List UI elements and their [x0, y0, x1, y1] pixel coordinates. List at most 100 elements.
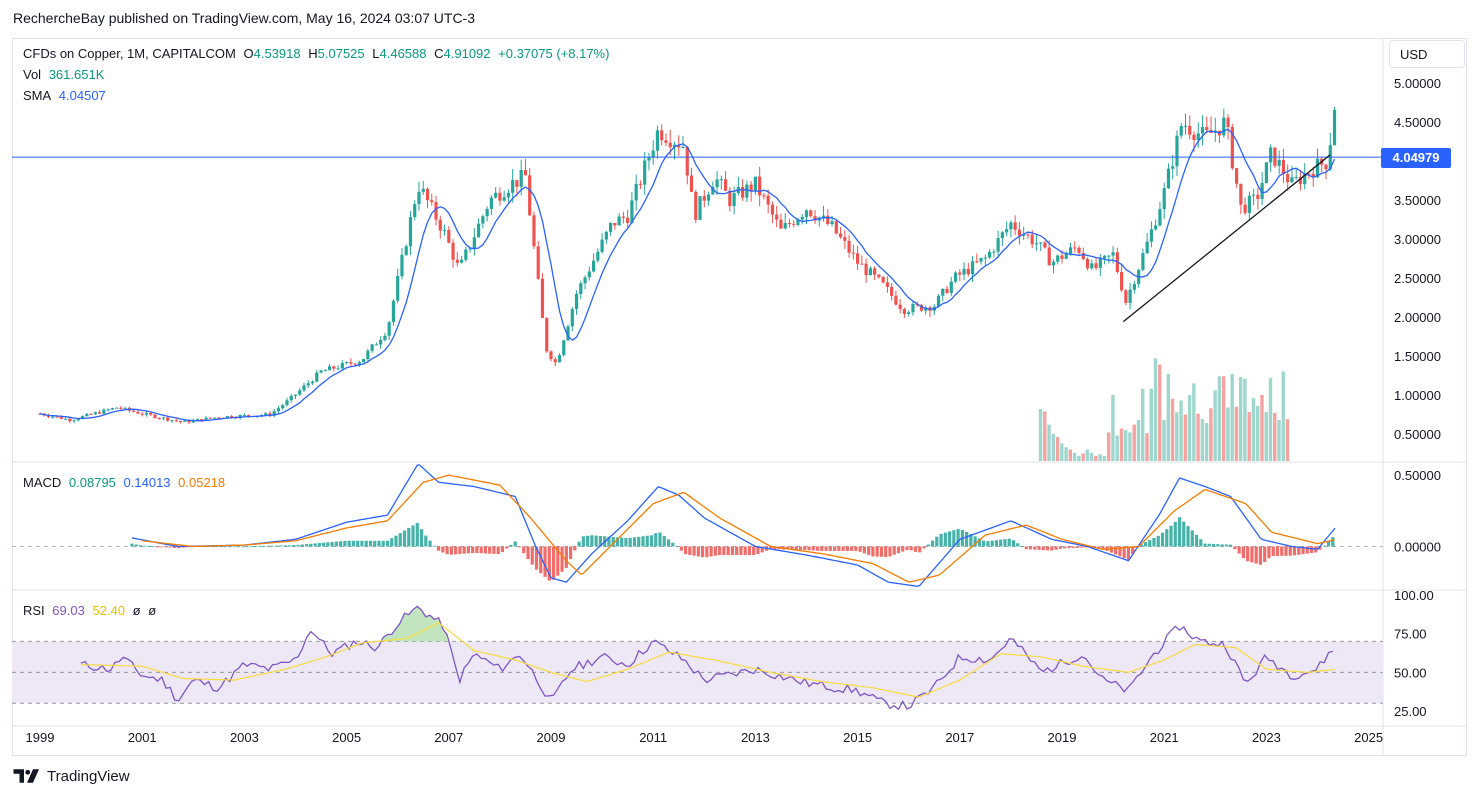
volume-bar — [1243, 378, 1247, 461]
macd-hist-bar — [1045, 546, 1050, 551]
macd-hist-bar — [428, 540, 432, 547]
macd-hist-bar — [1275, 546, 1280, 556]
macd-hist-bar — [211, 546, 215, 548]
macd-hist-bar — [360, 540, 364, 547]
candle-body — [775, 214, 779, 220]
macd-hist-bar — [1020, 546, 1024, 547]
sma-label: SMA — [23, 88, 52, 103]
macd-hist-bar — [1203, 543, 1207, 547]
candle-body — [225, 416, 229, 418]
macd-hist-bar — [411, 525, 415, 547]
macd-hist-bar — [999, 539, 1003, 547]
candle-body — [212, 417, 217, 419]
candle-body — [268, 413, 272, 416]
candle-body — [238, 415, 242, 418]
macd-hist-bar — [471, 546, 475, 554]
tradingview-footer[interactable]: TradingView — [13, 764, 130, 788]
candle-body — [1077, 247, 1081, 253]
macd-hist-bar — [577, 541, 581, 547]
candle-body — [894, 295, 898, 305]
tradingview-logo-icon — [13, 769, 39, 783]
candle-body — [647, 157, 651, 161]
macd-hist-bar — [820, 546, 824, 551]
macd-hist-bar — [534, 546, 539, 570]
candle-body — [1175, 135, 1179, 167]
macd-signal-line — [142, 474, 1335, 583]
open-value: 4.53918 — [253, 46, 301, 61]
candle-body — [374, 344, 379, 346]
macd-hist-bar — [1301, 546, 1305, 555]
macd-hist-bar — [862, 546, 867, 554]
candle-body — [204, 417, 208, 421]
candle-body — [881, 277, 885, 283]
macd-hist-bar — [1229, 544, 1233, 547]
candle-body — [468, 248, 472, 250]
rsi-ma-line — [80, 622, 1336, 698]
candle-body — [532, 215, 536, 247]
candle-body — [1102, 255, 1107, 259]
candle-body — [813, 216, 817, 221]
candle-body — [953, 272, 958, 282]
candle-body — [85, 413, 89, 417]
candle-body — [323, 370, 327, 372]
candle-body — [1030, 234, 1034, 245]
candle-body — [242, 414, 246, 416]
macd-hist-bar — [556, 546, 560, 576]
candle-body — [936, 295, 941, 307]
volume-bar — [1106, 432, 1111, 461]
volume-bar — [1247, 412, 1251, 461]
macd-hist-bar — [1122, 546, 1126, 559]
candle-body — [1051, 261, 1056, 266]
macd-hist-bar — [432, 545, 436, 547]
macd-hist-bar — [871, 546, 875, 557]
candle-body — [276, 408, 281, 412]
macd-hist-bar — [688, 546, 692, 555]
candle-body — [417, 191, 421, 205]
currency-button[interactable]: USD — [1389, 40, 1465, 68]
macd-hist-bar — [517, 546, 522, 548]
candle-body — [996, 238, 1000, 252]
macd-legend: MACD 0.08795 0.14013 0.05218 — [23, 475, 229, 490]
price-axis-tick: 5.00000 — [1394, 76, 1441, 91]
volume-bar — [1251, 398, 1256, 461]
macd-hist-bar — [283, 545, 287, 547]
macd-hist-bar — [828, 546, 832, 551]
candle-body — [200, 419, 204, 421]
macd-hist-bar — [930, 540, 935, 547]
macd-hist-bar — [530, 546, 534, 565]
macd-hist-bar — [1322, 545, 1326, 547]
candle-body — [1260, 183, 1264, 199]
macd-hist-bar — [275, 545, 279, 547]
macd-hist-bar — [270, 545, 275, 547]
macd-hist-bar — [718, 546, 722, 556]
volume-bar — [1192, 383, 1196, 461]
candle-body — [591, 260, 596, 272]
volume-bar — [1162, 419, 1166, 461]
candle-body — [792, 223, 796, 225]
volume-bar — [1187, 395, 1192, 461]
macd-hist-bar — [594, 535, 598, 547]
macd-hist-bar — [1033, 546, 1037, 550]
candle-body — [438, 219, 442, 231]
candle-body — [753, 176, 757, 192]
volume-legend: Vol 361.651K — [23, 67, 108, 82]
macd-hist-bar — [326, 542, 330, 547]
candle-body — [668, 142, 672, 148]
macd-hist-bar — [164, 546, 168, 548]
candle-body — [119, 407, 123, 409]
candle-body — [170, 420, 174, 422]
candle-body — [340, 362, 344, 369]
candle-body — [1252, 194, 1256, 196]
volume-bar — [1136, 419, 1141, 461]
macd-hist-bar — [449, 546, 453, 555]
macd-hist-bar — [287, 545, 292, 547]
macd-hist-bar — [526, 546, 530, 560]
macd-hist-bar — [398, 533, 402, 547]
macd-hist-bar — [918, 546, 922, 553]
candle-body — [396, 276, 400, 301]
candle-body — [485, 208, 489, 217]
macd-hist-bar — [407, 528, 411, 547]
symbol-title: CFDs on Copper, 1M, CAPITALCOM — [23, 46, 236, 61]
macd-hist-bar — [1041, 546, 1045, 551]
